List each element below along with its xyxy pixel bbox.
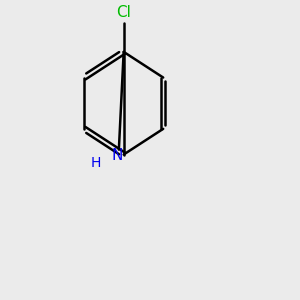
Text: Cl: Cl [116,5,131,20]
Text: N: N [112,148,123,163]
Text: H: H [90,156,101,170]
